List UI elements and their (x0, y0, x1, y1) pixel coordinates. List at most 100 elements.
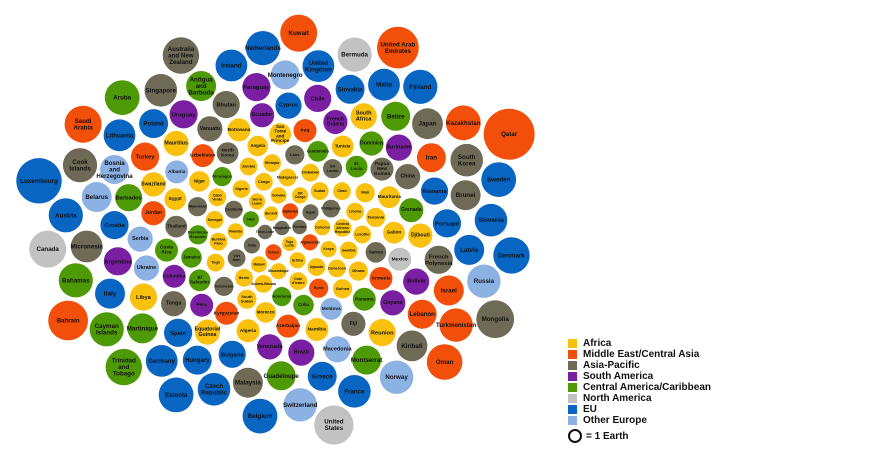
bubble-circle (416, 143, 446, 173)
bubble-circle (205, 211, 224, 229)
bubble-zambia: Zambia (239, 157, 258, 176)
bubble-label: Belgium (248, 413, 273, 420)
bubble-turkey: Turkey (131, 142, 160, 171)
bubble-circle (378, 186, 401, 209)
bubble-yemen: Yemen (265, 244, 282, 261)
bubble-label: Bulgaria (221, 352, 245, 358)
bubble-label: China (400, 174, 415, 180)
bubble-label: Lithuania (106, 132, 134, 139)
bubble-somalia: Somalia (270, 187, 287, 204)
bubble-cayman-islands: Cayman Islands (89, 312, 124, 347)
bubble-rwanda: Rwanda (227, 223, 244, 240)
bubble-label: Samoa (369, 249, 384, 254)
bubble-label: Sao Tome and Principe (271, 124, 290, 143)
bubble-circle (450, 180, 481, 211)
bubble-circle (333, 219, 352, 237)
bubble-label: Aruba (113, 94, 131, 101)
bubble-label: Spain (170, 330, 186, 336)
bubble-malaysia: Malaysia (232, 367, 263, 398)
bubble-circle (70, 230, 103, 263)
bubble-barbados: Barbados (115, 184, 143, 212)
bubble-circle (339, 241, 358, 260)
bubble-circle (235, 268, 253, 287)
bubble-haiti: Haiti (242, 211, 259, 228)
bubble-circle (395, 164, 421, 190)
bubble-label: Germany (148, 358, 175, 365)
bubble-nigeria: Nigeria (232, 180, 251, 198)
bubble-brunei: Brunei (450, 180, 481, 211)
bubble-chad: Chad (333, 182, 351, 201)
legend-swatch (568, 361, 577, 370)
bubble-circle (214, 276, 234, 296)
bubble-label: Botswana (228, 127, 251, 133)
bubble-label: Equatorial Guinea (194, 327, 220, 339)
bubble-french-polynesia: French Polynesia (424, 245, 453, 274)
bubble-circle (282, 203, 299, 220)
bubble-circle (270, 60, 300, 90)
bubble-label: Israel (441, 287, 457, 294)
bubble-circle (104, 80, 140, 115)
bubble-label: French Polynesia (425, 254, 453, 266)
bubble-label: Jamaica (183, 255, 201, 260)
bubble-circle (383, 221, 405, 244)
bubble-label: Argentina (104, 259, 132, 265)
bubble-belgium: Belgium (242, 398, 278, 434)
bubble-label: Comoros (315, 225, 330, 229)
bubble-circle (187, 197, 208, 217)
legend-label: Middle East/Central Asia (583, 349, 700, 360)
bubble-estonia: Estonia (158, 377, 194, 413)
bubble-guatemala: Guatemala (307, 141, 329, 162)
legend-item-na: North America (568, 393, 711, 404)
bubble-label: Norway (385, 374, 408, 381)
bubble-circle (269, 123, 292, 145)
bubble-label: Sri Lanka (327, 164, 339, 173)
bubble-circle (206, 253, 225, 272)
bubble-circle (445, 105, 481, 141)
bubble-circle (255, 172, 273, 191)
bubble-circle (493, 237, 530, 274)
bubble-togo-lesta: Togo Lesta (282, 236, 297, 251)
bubble-label: Nicaragua (213, 174, 233, 179)
bubble-circle (255, 302, 276, 323)
bubble-circle (412, 108, 443, 140)
legend-swatch (568, 416, 577, 425)
bubble-malta: Malta (368, 68, 400, 101)
bubble-circle (48, 198, 83, 233)
bubble-cambodia: Cambodia (225, 200, 244, 219)
bubble-circle (100, 211, 129, 240)
bubble-jordan: Jordan (141, 201, 166, 226)
bubble-dominica: Dominica (359, 131, 384, 156)
bubble-qatar: Qatar (483, 108, 535, 160)
legend-label: EU (583, 404, 597, 415)
bubble-circle (212, 91, 240, 119)
bubble-label: France (344, 388, 365, 395)
bubble-label: Mauritius (164, 141, 188, 147)
legend-earth: = 1 Earth (568, 429, 711, 443)
bubble-label: Dominican Republic (188, 230, 209, 239)
bubble-label: Viet Nam (233, 254, 242, 262)
bubble-label: United States (324, 418, 343, 432)
bubble-circle (263, 154, 281, 173)
bubble-circle (377, 26, 419, 69)
bubble-circle (307, 258, 326, 276)
bubble-label: Timor-Leste (256, 230, 274, 234)
bubble-label: Cuba (298, 302, 309, 307)
bubble-label: Mongolia (482, 316, 510, 323)
bubble-circle (301, 163, 320, 182)
bubble-circle (328, 259, 346, 278)
bubble-zimbabwe: Zimbabwe (301, 163, 320, 182)
bubble-china: China (395, 164, 421, 190)
bubble-lithuania: Lithuania (103, 119, 136, 152)
bubble-label: French Guiana (327, 117, 344, 128)
legend-item-ca: Central America/Caribbean (568, 382, 711, 393)
bubble-belarus: Belarus (81, 182, 112, 212)
bubble-label: Togo Lesta (285, 240, 294, 247)
bubble-circle (103, 247, 132, 276)
bubble-circle (353, 225, 372, 244)
bubble-circle (285, 145, 305, 165)
legend-earth-label: = 1 Earth (586, 430, 629, 442)
bubble-label: Cabo Verde (212, 193, 222, 201)
bubble-sao-tome-and-principe: Sao Tome and Principe (269, 123, 292, 145)
bubble-circle (232, 180, 251, 198)
bubble-circle (304, 84, 332, 112)
